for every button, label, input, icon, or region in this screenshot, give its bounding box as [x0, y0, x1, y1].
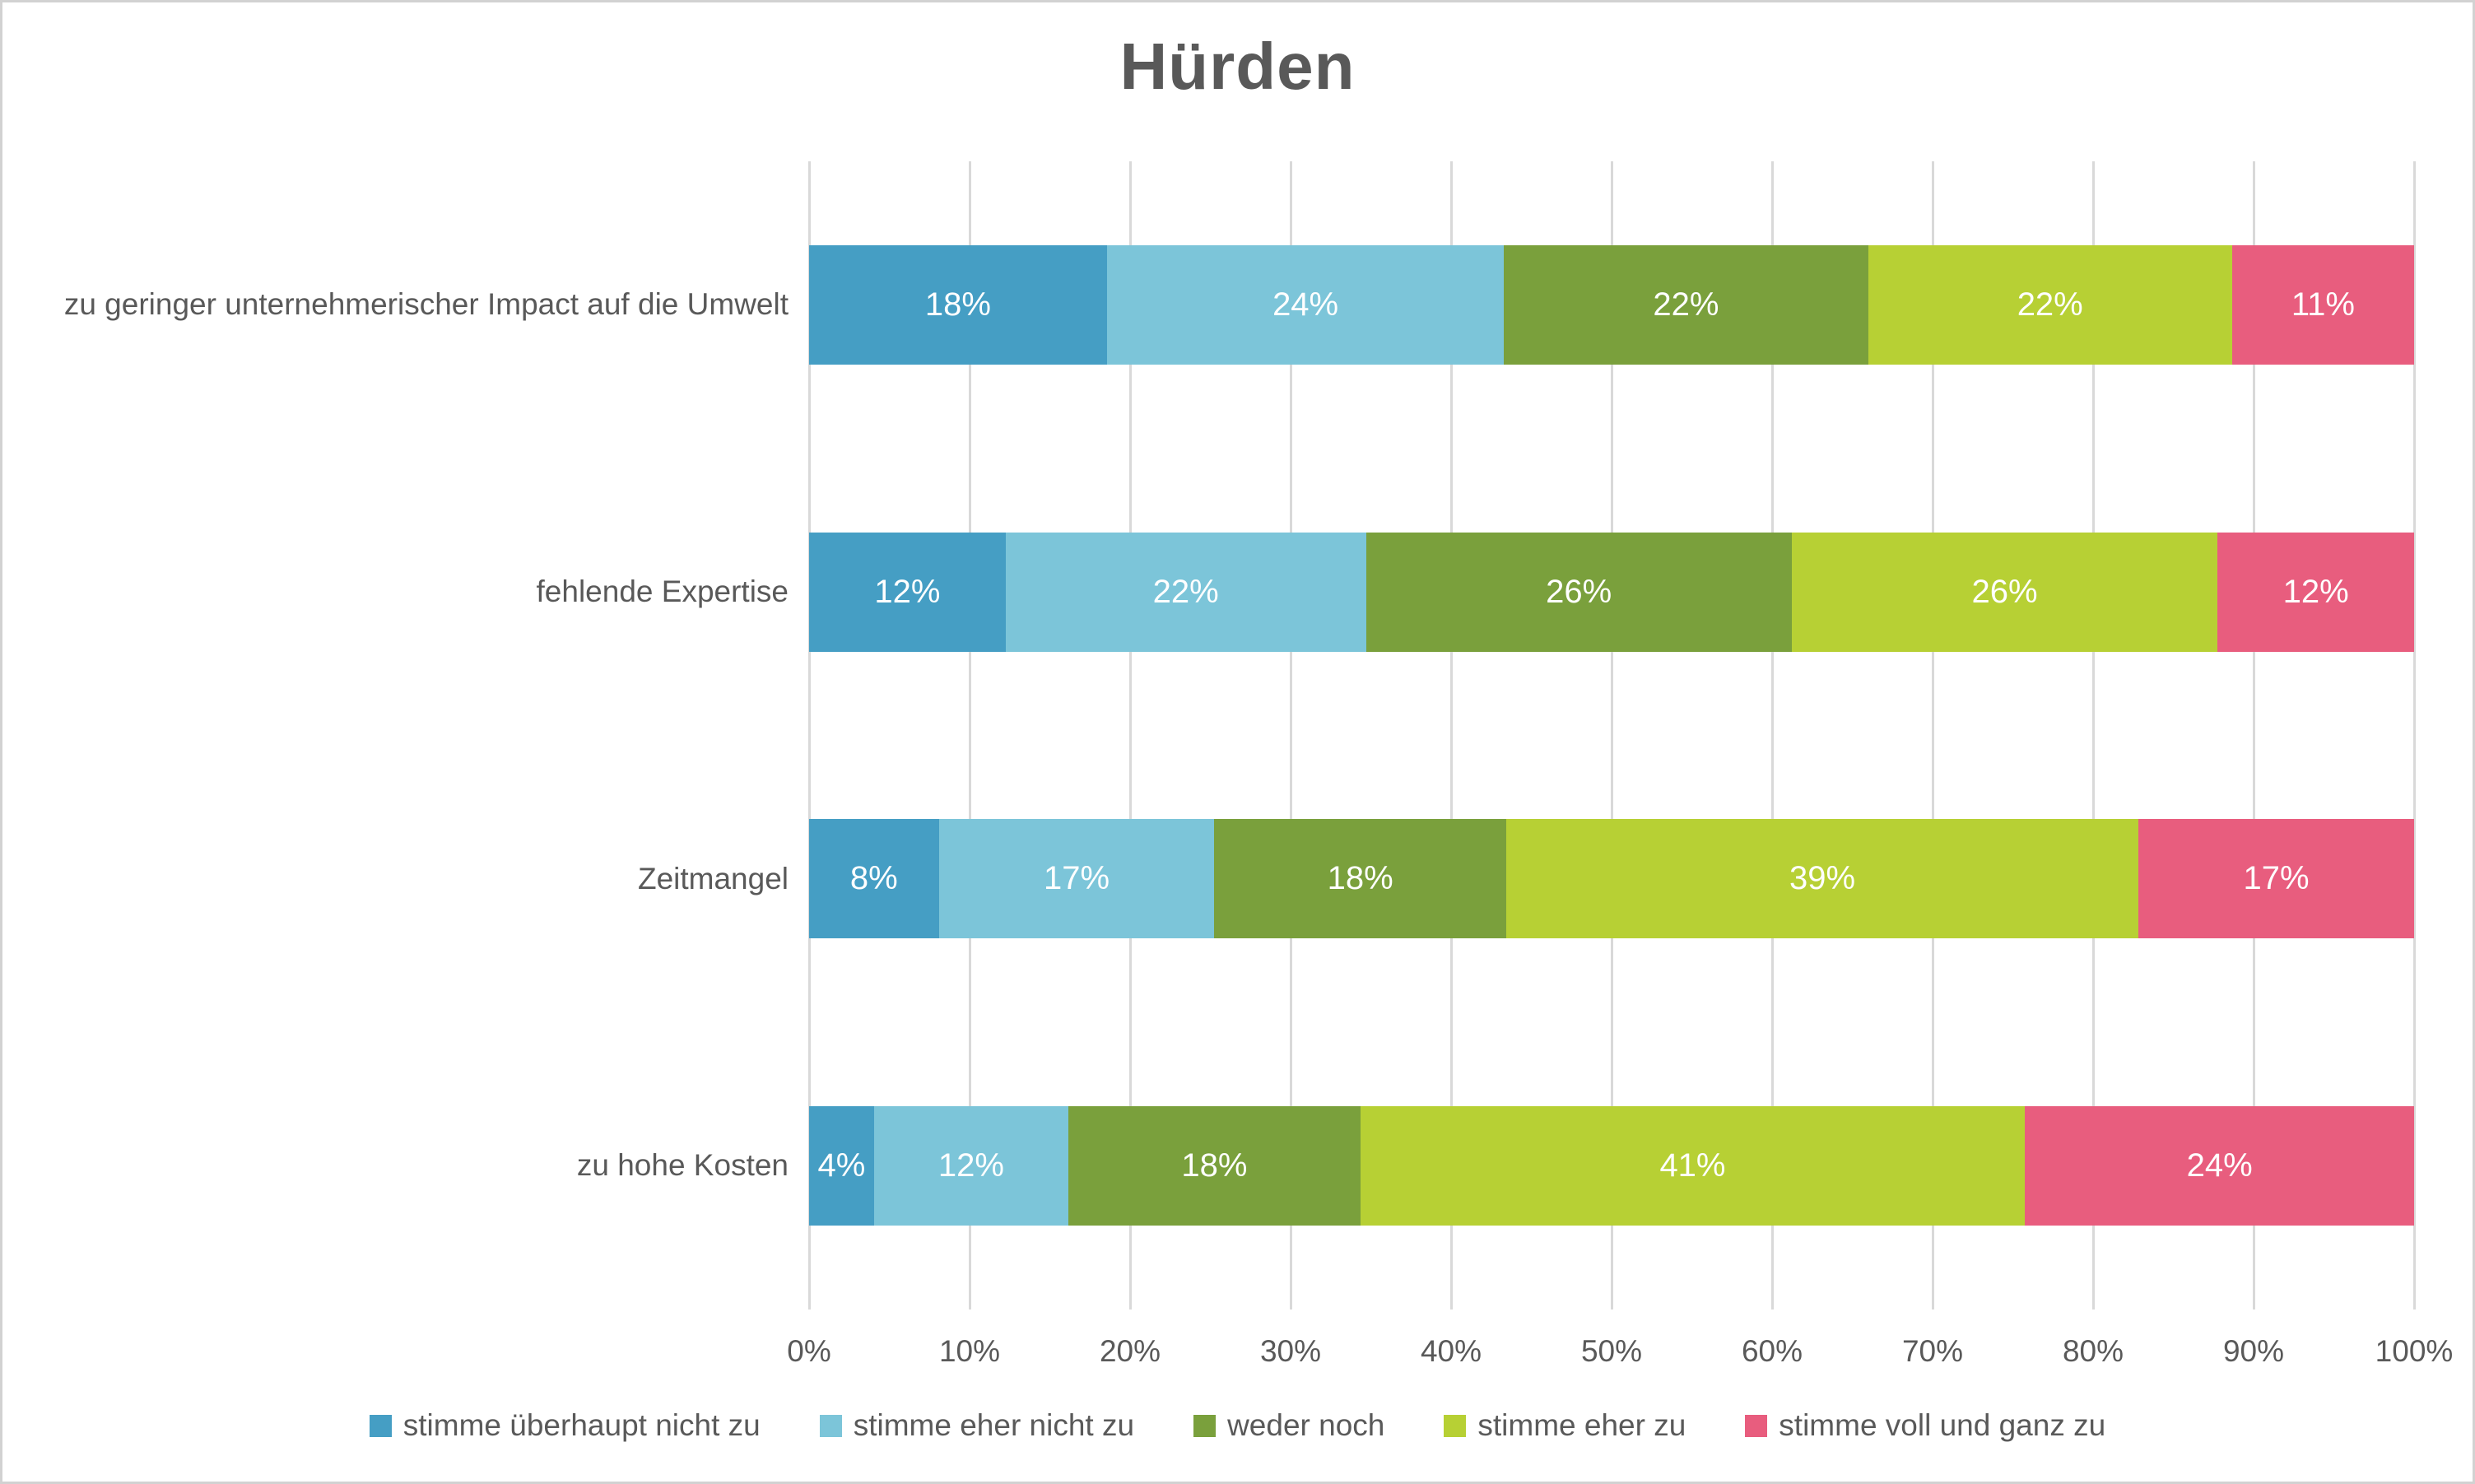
bar-segment: 12% [2217, 532, 2414, 652]
legend-item: stimme voll und ganz zu [1745, 1408, 2105, 1443]
category-label: Zeitmangel [637, 861, 789, 896]
bar-segment: 18% [809, 244, 1107, 365]
bar-segment: 24% [2025, 1106, 2414, 1226]
legend-item: weder noch [1193, 1408, 1384, 1443]
x-tick-label: 10% [938, 1334, 1001, 1368]
legend-item: stimme eher nicht zu [819, 1408, 1135, 1443]
legend-swatch [1444, 1414, 1467, 1437]
plot-area: 18% 24% 22% 22% 11% 12% 22% 26% 26% 12% 8% 17% 18% 39… [807, 161, 2416, 1310]
legend-item: stimme eher zu [1444, 1408, 1686, 1443]
bar-segment: 8% [809, 819, 939, 939]
bar-segment: 17% [2138, 819, 2414, 939]
gridline [1289, 161, 1292, 1310]
x-tick-label: 30% [1259, 1334, 1322, 1368]
x-tick-label: 20% [1099, 1334, 1161, 1368]
bar-segment: 12% [809, 532, 1006, 652]
chart-title: Hürden [1119, 30, 1356, 103]
segment-value-label: 22% [1653, 286, 1719, 323]
bar-row: 12% 22% 26% 26% 12% [809, 532, 2414, 652]
category-axis: zu geringer unternehmerischer Impact auf… [11, 161, 789, 1310]
segment-value-label: 24% [2186, 1147, 2253, 1184]
bar-segment: 12% [873, 1106, 1069, 1226]
bar-row: 4% 12% 18% 41% 24% [809, 1106, 2414, 1226]
bar-segment: 26% [1791, 532, 2218, 652]
legend-label: stimme eher nicht zu [853, 1408, 1135, 1442]
segment-value-label: 18% [1327, 860, 1393, 897]
bar-segment: 18% [1068, 1106, 1361, 1226]
gridline [1610, 161, 1613, 1310]
segment-value-label: 11% [2291, 286, 2355, 323]
gridline [807, 161, 811, 1310]
gridline [2412, 161, 2416, 1310]
segment-value-label: 18% [924, 286, 991, 323]
bar-segment: 18% [1214, 819, 1506, 939]
category-label: fehlende Expertise [536, 574, 789, 608]
legend-swatch [1193, 1414, 1217, 1437]
gridline [1770, 161, 1774, 1310]
x-tick-label: 70% [1901, 1334, 1964, 1368]
legend-label: stimme voll und ganz zu [1779, 1408, 2106, 1442]
gridline [968, 161, 971, 1310]
x-tick-label: 80% [2062, 1334, 2124, 1368]
x-tick-label: 50% [1580, 1334, 1643, 1368]
segment-value-label: 17% [2243, 860, 2310, 897]
bar-segment: 11% [2231, 244, 2414, 365]
bar-row: 8% 17% 18% 39% 17% [809, 819, 2414, 939]
bar-segment: 22% [1868, 244, 2232, 365]
bar-band: 4% 12% 18% 41% 24% [809, 1022, 2414, 1310]
gridline [1931, 161, 1934, 1310]
segment-value-label: 22% [1152, 573, 1219, 610]
gridline [1128, 161, 1132, 1310]
bar-segment: 4% [809, 1106, 874, 1226]
bar-band: 12% 22% 26% 26% 12% [809, 449, 2414, 736]
category-label: zu hohe Kosten [576, 1148, 789, 1183]
segment-value-label: 8% [849, 860, 898, 897]
x-axis: 0% 10% 20% 30% 40% 50% 60% 70% 80% 90% 100% [787, 1334, 2453, 1375]
x-tick-label: 100% [2375, 1334, 2454, 1368]
segment-value-label: 24% [1272, 286, 1339, 323]
bar-segment: 24% [1106, 244, 1505, 365]
segment-value-label: 41% [1659, 1147, 1726, 1184]
segment-value-label: 12% [2282, 573, 2349, 610]
gridline [1449, 161, 1453, 1310]
bar-segment: 39% [1505, 819, 2139, 939]
legend-label: weder noch [1227, 1408, 1385, 1442]
bars-container: 18% 24% 22% 22% 11% 12% 22% 26% 26% 12% 8% 17% 18% 39… [809, 161, 2414, 1310]
segment-value-label: 17% [1043, 860, 1110, 897]
segment-value-label: 26% [1546, 573, 1612, 610]
segment-value-label: 4% [817, 1147, 866, 1184]
bar-segment: 22% [1005, 532, 1366, 652]
segment-value-label: 22% [2017, 286, 2083, 323]
bar-band: 8% 17% 18% 39% 17% [809, 736, 2414, 1023]
gridline [2091, 161, 2095, 1310]
x-tick-label: 90% [2222, 1334, 2285, 1368]
x-tick-label: 40% [1420, 1334, 1482, 1368]
gridline [2252, 161, 2255, 1310]
legend-label: stimme überhaupt nicht zu [402, 1408, 761, 1442]
legend: stimme überhaupt nicht zu stimme eher nic… [2, 1408, 2473, 1443]
bar-segment: 26% [1365, 532, 1792, 652]
bar-segment: 22% [1504, 244, 1868, 365]
legend-item: stimme überhaupt nicht zu [369, 1408, 761, 1443]
bar-band: 18% 24% 22% 22% 11% [809, 161, 2414, 449]
bar-segment: 41% [1360, 1106, 2026, 1226]
x-tick-label: 60% [1741, 1334, 1803, 1368]
bar-segment: 17% [938, 819, 1215, 939]
category-label: zu geringer unternehmerischer Impact auf… [63, 287, 789, 322]
x-tick-label: 0% [787, 1334, 831, 1368]
legend-swatch [819, 1414, 842, 1437]
legend-label: stimme eher zu [1477, 1408, 1686, 1442]
segment-value-label: 26% [1971, 573, 2038, 610]
segment-value-label: 12% [874, 573, 941, 610]
segment-value-label: 12% [937, 1147, 1004, 1184]
segment-value-label: 39% [1789, 860, 1856, 897]
legend-swatch [369, 1414, 392, 1437]
bar-row: 18% 24% 22% 22% 11% [809, 244, 2414, 365]
segment-value-label: 18% [1181, 1147, 1248, 1184]
legend-swatch [1745, 1414, 1768, 1437]
